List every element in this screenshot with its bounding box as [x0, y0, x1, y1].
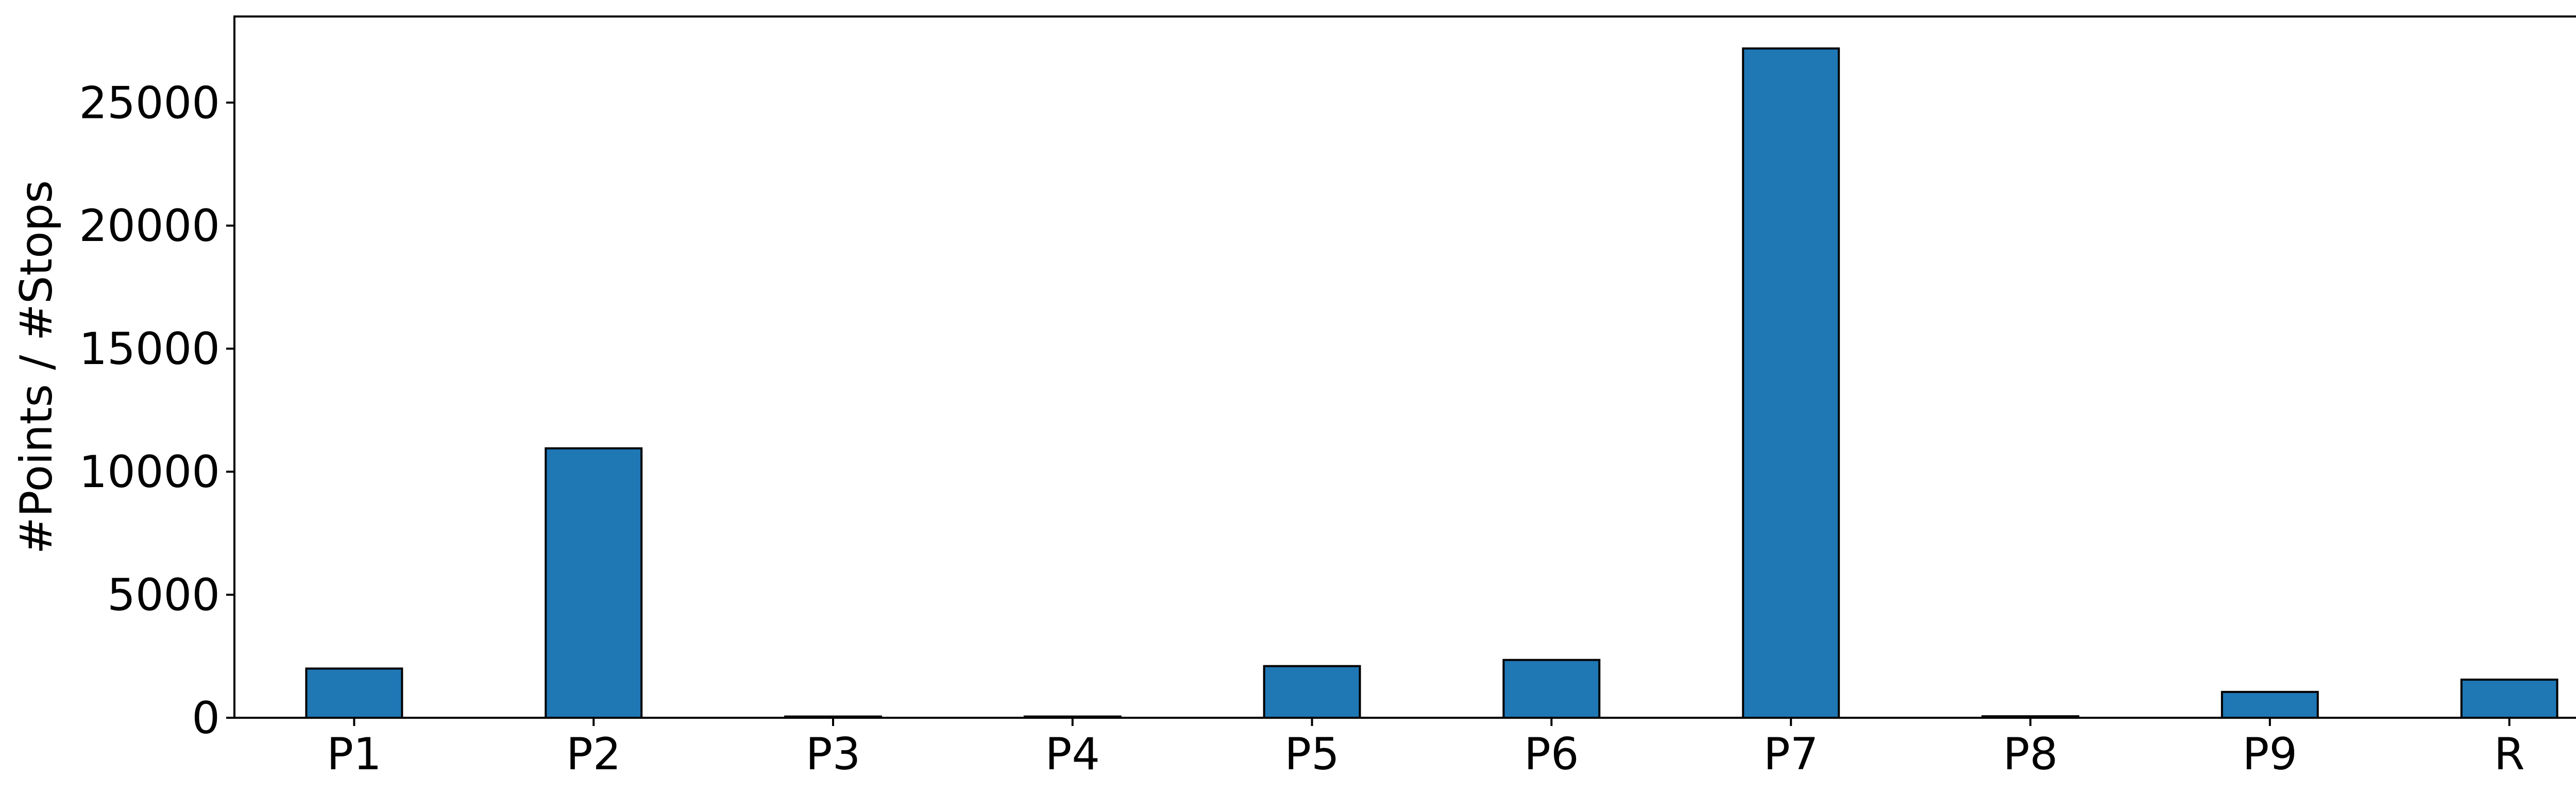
x-tick-label: P8	[2003, 729, 2058, 780]
y-tick-label: 25000	[79, 77, 220, 129]
x-tick-label: R	[2494, 729, 2525, 780]
y-axis-label: #Points / #Stops	[11, 180, 62, 554]
x-tick-label: P4	[1045, 729, 1100, 780]
x-tick-label: P1	[327, 729, 382, 780]
bar-p2	[545, 447, 643, 719]
x-tick-label: P5	[1284, 729, 1340, 780]
bar-p1	[305, 667, 403, 719]
x-tick-label: P3	[806, 729, 861, 780]
bars-layer	[305, 47, 2558, 719]
y-tick-label: 0	[192, 693, 220, 744]
x-tick-label: P9	[2243, 729, 2298, 780]
x-axis: P1 P2 P3 P4 P5 P6 P7 P8 P9 R	[327, 718, 2524, 780]
y-tick-label: 10000	[79, 446, 220, 498]
bar-r	[2460, 678, 2558, 719]
y-tick-label: 20000	[79, 200, 220, 252]
y-axis: 0 5000 10000 15000 20000 25000	[79, 77, 234, 744]
plot-frame	[233, 15, 2576, 719]
bar-p6	[1502, 659, 1601, 719]
x-tick-label: P7	[1764, 729, 1819, 780]
bar-p7	[1742, 47, 1840, 719]
x-tick-label: P2	[566, 729, 621, 780]
y-tick-label: 5000	[107, 569, 220, 621]
x-tick-label: P6	[1524, 729, 1579, 780]
y-tick-label: 15000	[79, 323, 220, 375]
bar-p9	[2221, 690, 2319, 719]
bar-p5	[1263, 665, 1361, 719]
